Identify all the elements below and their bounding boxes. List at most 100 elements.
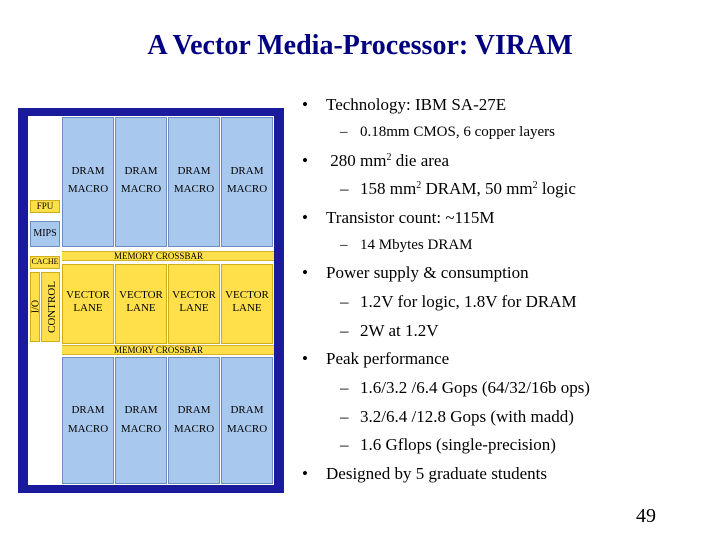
- bullet-dot: •: [302, 263, 308, 282]
- io-label: I/O: [30, 299, 42, 314]
- cache-block: CACHE: [30, 256, 60, 269]
- dash: –: [340, 321, 349, 340]
- sub-bullet-text: 2W at 1.2V: [360, 321, 439, 340]
- sub-bullet-cmos: –0.18mm CMOS, 6 copper layers: [340, 124, 555, 141]
- dram-macro-top-3: DRAM MACRO: [168, 117, 220, 247]
- bullet-text: Power supply & consumption: [326, 263, 529, 282]
- dram-macro-bottom-4: DRAM MACRO: [221, 357, 273, 484]
- dash: –: [340, 378, 349, 397]
- memory-crossbar-top: MEMORY CROSSBAR: [62, 251, 274, 261]
- slide-title: A Vector Media-Processor: VIRAM: [147, 30, 573, 61]
- macro-label: MACRO: [173, 423, 215, 435]
- bullet-dot: •: [302, 464, 308, 483]
- macro-label: MACRO: [120, 183, 162, 195]
- superscript: 2: [416, 180, 422, 191]
- bullet-text: 280 mm: [330, 151, 387, 170]
- bullet-designed-by: • Designed by 5 graduate students: [302, 464, 547, 484]
- dash: –: [340, 124, 348, 140]
- lane-label: LANE: [73, 302, 103, 314]
- sub-bullet-text: 14 Mbytes DRAM: [360, 237, 473, 253]
- lane-label: LANE: [232, 302, 262, 314]
- dram-macro-top-4: DRAM MACRO: [221, 117, 273, 247]
- io-block: I/O: [30, 272, 42, 342]
- control-label: CONTROL: [46, 281, 58, 333]
- vector-lane-4: VECTOR LANE: [221, 264, 273, 344]
- vector-lane-1: VECTOR LANE: [62, 264, 114, 344]
- bullet-die-area: • 280 mm2 die area: [302, 151, 449, 171]
- macro-label: MACRO: [226, 183, 268, 195]
- dash: –: [340, 435, 349, 454]
- sub-bullet-text: 3.2/6.4 /12.8 Gops (with madd): [360, 407, 574, 426]
- bullet-text: Peak performance: [326, 349, 450, 368]
- mips-label: MIPS: [33, 228, 57, 239]
- vector-label: VECTOR: [172, 289, 216, 301]
- fpu-block: FPU: [30, 200, 60, 213]
- vector-label: VECTOR: [119, 289, 163, 301]
- bullet-text: Transistor count: ~115M: [326, 208, 495, 227]
- macro-label: MACRO: [226, 423, 268, 435]
- dram-label: DRAM: [177, 165, 211, 177]
- die-diagram: DRAM MACRO DRAM MACRO DRAM MACRO DRAM MA…: [18, 108, 284, 493]
- vector-lane-3: VECTOR LANE: [168, 264, 220, 344]
- vector-label: VECTOR: [225, 289, 269, 301]
- sub-bullet-text-b: DRAM, 50 mm: [421, 179, 533, 198]
- sub-bullet-text: 1.6/3.2 /6.4 Gops (64/32/16b ops): [360, 378, 590, 397]
- superscript: 2: [532, 180, 538, 191]
- die-core: DRAM MACRO DRAM MACRO DRAM MACRO DRAM MA…: [28, 116, 274, 485]
- sub-bullet-text: 1.2V for logic, 1.8V for DRAM: [360, 292, 577, 311]
- sub-bullet-dram-logic: –158 mm2 DRAM, 50 mm2 logic: [340, 179, 576, 199]
- bullet-dot: •: [302, 95, 308, 114]
- dram-macro-bottom-3: DRAM MACRO: [168, 357, 220, 484]
- bullet-technology: • Technology: IBM SA-27E: [302, 95, 506, 115]
- macro-label: MACRO: [173, 183, 215, 195]
- fpu-label: FPU: [36, 201, 54, 211]
- dram-label: DRAM: [124, 165, 158, 177]
- sub-bullet-watts: –2W at 1.2V: [340, 321, 439, 341]
- dram-macro-top-1: DRAM MACRO: [62, 117, 114, 247]
- sub-bullet-madd: –3.2/6.4 /12.8 Gops (with madd): [340, 407, 574, 427]
- crossbar-label: MEMORY CROSSBAR: [114, 251, 203, 261]
- sub-bullet-text: 0.18mm CMOS, 6 copper layers: [360, 124, 555, 140]
- crossbar-label: MEMORY CROSSBAR: [114, 345, 203, 355]
- dram-label: DRAM: [71, 165, 105, 177]
- macro-label: MACRO: [67, 423, 109, 435]
- sub-bullet-text: 1.6 Gflops (single-precision): [360, 435, 556, 454]
- mips-block: MIPS: [30, 221, 60, 247]
- macro-label: MACRO: [67, 183, 109, 195]
- sub-bullet-text-c: logic: [537, 179, 576, 198]
- dram-label: DRAM: [124, 404, 158, 416]
- superscript: 2: [386, 152, 392, 163]
- control-block: CONTROL: [41, 272, 60, 342]
- dram-label: DRAM: [230, 165, 264, 177]
- dash: –: [340, 407, 349, 426]
- dram-macro-top-2: DRAM MACRO: [115, 117, 167, 247]
- bullet-text-post: die area: [391, 151, 450, 170]
- memory-crossbar-bottom: MEMORY CROSSBAR: [62, 345, 274, 355]
- dram-macro-bottom-1: DRAM MACRO: [62, 357, 114, 484]
- lane-label: LANE: [126, 302, 156, 314]
- sub-bullet-voltage: –1.2V for logic, 1.8V for DRAM: [340, 292, 577, 312]
- vector-lane-2: VECTOR LANE: [115, 264, 167, 344]
- dash: –: [340, 237, 348, 253]
- dram-label: DRAM: [71, 404, 105, 416]
- bullet-transistor-count: • Transistor count: ~115M: [302, 208, 495, 228]
- dash: –: [340, 179, 349, 198]
- sub-bullet-mbytes: –14 Mbytes DRAM: [340, 237, 473, 254]
- bullet-dot: •: [302, 349, 308, 368]
- bullet-text: Technology: IBM SA-27E: [326, 95, 507, 114]
- bullet-peak-performance: • Peak performance: [302, 349, 449, 369]
- bullet-power: • Power supply & consumption: [302, 263, 529, 283]
- sub-bullet-gops: –1.6/3.2 /6.4 Gops (64/32/16b ops): [340, 378, 590, 398]
- dram-label: DRAM: [177, 404, 211, 416]
- dram-macro-bottom-2: DRAM MACRO: [115, 357, 167, 484]
- page-number: 49: [636, 505, 656, 527]
- cache-label: CACHE: [31, 257, 59, 266]
- sub-bullet-gflops: –1.6 Gflops (single-precision): [340, 435, 556, 455]
- sub-bullet-text-a: 158 mm: [360, 179, 417, 198]
- bullet-text: Designed by 5 graduate students: [326, 464, 547, 483]
- dash: –: [340, 292, 349, 311]
- bullet-dot: •: [302, 208, 308, 227]
- macro-label: MACRO: [120, 423, 162, 435]
- vector-label: VECTOR: [66, 289, 110, 301]
- bullet-dot: •: [302, 151, 308, 170]
